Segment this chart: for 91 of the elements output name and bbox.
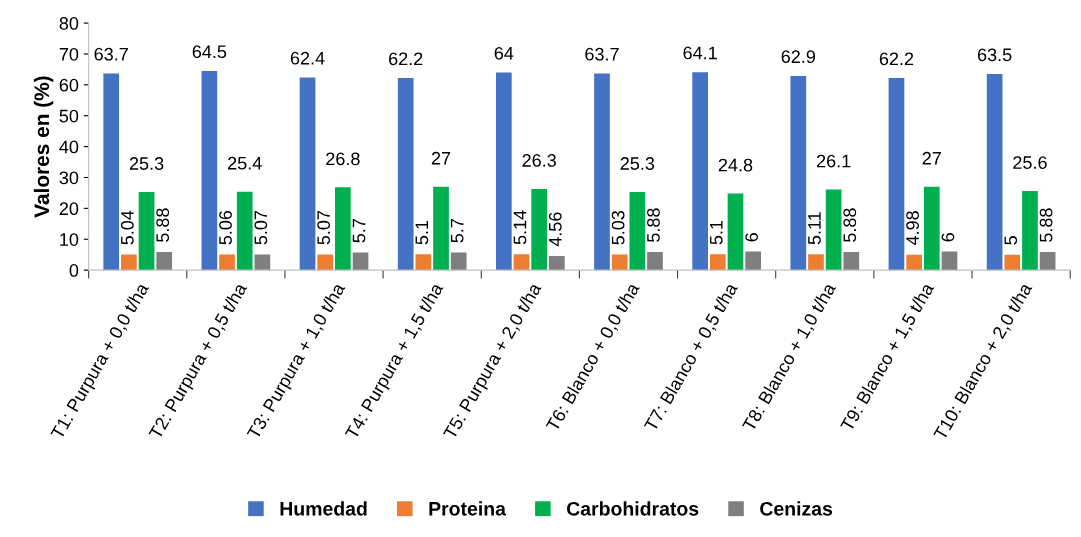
data-label: 64	[494, 46, 514, 60]
data-label: 26.1	[816, 154, 851, 168]
bar	[433, 186, 449, 271]
bar	[397, 78, 414, 271]
y-tick-label: 50	[59, 109, 79, 123]
data-label: 5.7	[352, 219, 366, 243]
bar	[138, 191, 155, 271]
bar	[121, 254, 137, 271]
bar	[415, 254, 432, 271]
data-label: 6	[941, 233, 955, 242]
bar	[299, 77, 316, 271]
data-label: 5.1	[415, 220, 429, 245]
legend-label: Cenizas	[760, 501, 833, 516]
data-label: 5.88	[1039, 208, 1053, 242]
data-label: 5.04	[120, 210, 134, 245]
bar	[156, 251, 173, 271]
bar	[450, 252, 467, 271]
y-axis-title: Valores en (%)	[33, 76, 54, 218]
data-label: 26.3	[522, 154, 556, 167]
data-label: 62.4	[290, 51, 325, 65]
bar	[727, 193, 744, 271]
y-tick-label: 70	[59, 47, 79, 61]
bar	[219, 254, 235, 271]
y-tick-label: 10	[60, 233, 79, 246]
data-label: 5.06	[219, 210, 232, 245]
data-label: 4.98	[906, 211, 919, 246]
bar	[254, 254, 271, 271]
bar	[1004, 254, 1021, 271]
data-label: 25.6	[1013, 156, 1047, 169]
bar	[825, 189, 842, 271]
data-label: 25.3	[129, 157, 164, 170]
data-label: 5.88	[647, 208, 660, 242]
bar	[317, 254, 334, 271]
data-label: 64.5	[192, 45, 227, 59]
data-label: 5.07	[317, 210, 331, 245]
bar	[335, 187, 351, 271]
data-label: 63.7	[585, 47, 619, 61]
y-tick-label: 60	[59, 78, 79, 92]
y-tick-label: 80	[59, 17, 79, 30]
data-label: 26.8	[326, 152, 360, 166]
data-label: 63.7	[94, 47, 128, 61]
data-label: 5.03	[611, 210, 625, 245]
legend-label: Humedad	[280, 501, 367, 516]
data-label: 24.8	[718, 158, 753, 172]
data-label: 5.88	[843, 208, 857, 242]
bar	[548, 256, 565, 271]
bar	[531, 188, 548, 271]
data-label: 25.3	[620, 157, 655, 170]
bar	[611, 254, 628, 271]
data-label: 6	[745, 233, 758, 242]
bar	[745, 251, 761, 271]
bar	[888, 78, 905, 271]
bar	[236, 191, 253, 271]
legend-label: Proteina	[429, 501, 507, 516]
bar	[808, 254, 824, 271]
data-label: 62.2	[389, 52, 423, 66]
data-label: 5.11	[808, 212, 821, 245]
data-label: 5	[1004, 236, 1018, 245]
data-label: 5.07	[254, 210, 268, 245]
bar	[201, 70, 218, 271]
bar	[692, 72, 708, 271]
bar	[629, 191, 646, 271]
bar	[906, 254, 922, 271]
data-label: 5.7	[450, 219, 464, 243]
legend-label: Carbohidratos	[567, 501, 699, 516]
bar	[709, 254, 726, 271]
bar	[790, 75, 807, 271]
data-label: 5.1	[710, 220, 723, 245]
data-label: 4.56	[548, 212, 562, 247]
bar	[594, 73, 610, 271]
data-label: 64.1	[683, 46, 717, 60]
data-label: 25.4	[228, 156, 262, 170]
data-label: 5.14	[513, 210, 527, 245]
y-tick-label: 0	[69, 264, 79, 277]
data-label: 62.2	[879, 52, 914, 66]
bar	[495, 72, 512, 271]
bar	[1022, 191, 1038, 271]
bar	[923, 186, 940, 271]
bar	[103, 73, 120, 271]
y-tick-label: 20	[59, 202, 79, 216]
bar	[513, 254, 530, 271]
data-label: 27	[922, 151, 941, 165]
bar	[647, 251, 663, 271]
data-label: 62.9	[781, 50, 816, 64]
data-label: 5.88	[156, 208, 170, 242]
y-tick-label: 40	[59, 140, 79, 154]
data-label: 27	[431, 151, 451, 165]
bar	[986, 74, 1003, 271]
y-tick-label: 30	[59, 171, 79, 185]
data-label: 63.5	[977, 48, 1012, 62]
bar	[843, 251, 860, 271]
